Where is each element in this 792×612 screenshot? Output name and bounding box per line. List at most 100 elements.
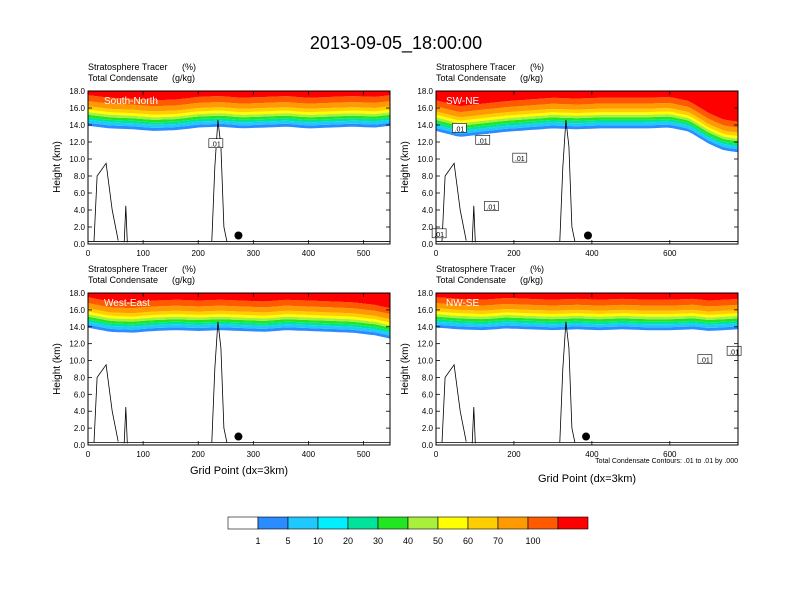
x-tick-label: 200: [507, 450, 521, 459]
y-tick-label: 2.0: [422, 223, 434, 232]
panel-left-title-2: Total Condensate: [88, 73, 158, 83]
plot-inner: [88, 91, 390, 244]
tracer-band: [436, 108, 738, 137]
condensate-contour: [559, 321, 576, 443]
condensate-contour: [123, 205, 128, 243]
contour-label-box: [697, 354, 713, 365]
condensate-contour: [123, 406, 128, 444]
y-tick-label: 10.0: [69, 155, 85, 164]
colorbar-box: [437, 516, 469, 530]
location-marker: [582, 432, 591, 441]
panel-name-label: South-North: [104, 96, 158, 107]
x-tick-label: 400: [302, 249, 316, 258]
condensate-contour: [441, 162, 467, 242]
tracer-band: [88, 101, 390, 112]
y-tick-label: 12.0: [69, 138, 85, 147]
y-tick-label: 6.0: [422, 390, 434, 399]
y-tick-label: 18.0: [69, 87, 85, 96]
condensate-contour: [93, 363, 119, 443]
colorbar: 1 5 10 20 30 40 50 60 70 100: [227, 516, 589, 546]
tracer-band: [436, 314, 738, 320]
panel-left-title-1: Stratosphere Tracer: [88, 62, 168, 72]
panel-right-title-2: (g/kg): [520, 73, 543, 83]
tracer-band: [88, 119, 390, 128]
tracer-band: [436, 311, 738, 318]
plot-area: 0.0 2.0 4.0 6.0 8.0 10.0 12.0 14.0 16.0 18.0 0 100 2…: [69, 289, 391, 459]
plot-area: .01 .01 0.0 2.0 4.0 6.0 8.0 10.0 12.0 14.0 16.0 18.…: [417, 289, 742, 459]
colorbar-box: [467, 516, 499, 530]
contour-label-box: [726, 345, 742, 356]
condensate-contour: [211, 321, 228, 443]
panel-right-title-1: (%): [182, 264, 196, 274]
y-tick-label: 10.0: [417, 155, 433, 164]
x-tick-label: 100: [136, 450, 150, 459]
plot-area: .01 0.0 2.0 4.0 6.0 8.0 10.0 12.0 14.0 16.0 18.0 0 1…: [69, 87, 391, 258]
tracer-band: [436, 308, 738, 315]
plot-inner: [436, 91, 738, 244]
x-tick-label: 200: [192, 249, 206, 258]
tracer-band: [88, 311, 390, 326]
x-tick-label: 0: [86, 450, 91, 459]
panel-left-title-1: Stratosphere Tracer: [436, 264, 516, 274]
colorbar-box: [377, 516, 409, 530]
colorbar-box: [317, 516, 349, 530]
tracer-band: [88, 293, 390, 309]
y-tick-label: 2.0: [74, 424, 86, 433]
panel-right-title-1: (%): [530, 264, 544, 274]
panel-right-title-2: (g/kg): [172, 275, 195, 285]
condensate-contour: [441, 363, 467, 443]
colorbar-box: [287, 516, 319, 530]
colorbar-label: 50: [433, 536, 443, 546]
tracer-band: [88, 114, 390, 123]
x-tick-label: 0: [434, 450, 439, 459]
x-tick-label: 500: [357, 249, 371, 258]
y-tick-label: 18.0: [417, 289, 433, 298]
y-axis-label: Height (km): [400, 141, 411, 193]
y-tick-label: 4.0: [422, 407, 434, 416]
contour-label-box: [208, 138, 224, 148]
y-tick-label: 12.0: [69, 340, 85, 349]
x-tick-label: 100: [136, 249, 150, 258]
footer-note: Total Condensate Contours: .01 to .01 by…: [595, 458, 738, 465]
colorbar-box: [347, 516, 379, 530]
plot-frame: [87, 292, 391, 446]
y-tick-label: 14.0: [69, 121, 85, 130]
panel-west-east: Stratosphere Tracer Total Condensate (%)…: [52, 264, 391, 477]
y-tick-label: 8.0: [422, 373, 434, 382]
y-tick-label: 16.0: [417, 104, 433, 113]
colorbar-label: 5: [285, 536, 290, 546]
location-marker: [583, 231, 592, 240]
x-axis-label: Grid Point (dx=3km): [538, 473, 636, 485]
contour-label: .01: [700, 358, 710, 365]
contour-label-box: [431, 228, 447, 239]
tracer-band: [88, 109, 390, 118]
y-tick-label: 14.0: [417, 121, 433, 130]
y-tick-label: 16.0: [417, 306, 433, 315]
plot-frame: [435, 292, 739, 446]
contour-label: .01: [729, 349, 739, 356]
x-tick-label: 200: [192, 450, 206, 459]
y-tick-label: 8.0: [74, 172, 86, 181]
plot-inner: [436, 293, 738, 445]
y-tick-label: 16.0: [69, 306, 85, 315]
x-tick-label: 400: [585, 450, 599, 459]
y-tick-label: 8.0: [422, 172, 434, 181]
colorbar-box: [257, 516, 289, 530]
y-tick-label: 10.0: [69, 357, 85, 366]
panel-name-label: West-East: [104, 298, 150, 309]
y-tick-label: 14.0: [417, 323, 433, 332]
x-tick-label: 300: [247, 249, 261, 258]
x-axis-label: Grid Point (dx=3km): [190, 465, 288, 477]
colorbar-boxes: [227, 516, 589, 530]
tracer-band: [88, 321, 390, 336]
y-tick-label: 12.0: [417, 340, 433, 349]
location-marker: [234, 432, 243, 441]
plot-area: .01.01.01.01.010.02.04.06.08.010.012.014…: [417, 87, 739, 258]
colorbar-label: 10: [313, 536, 323, 546]
panel-right-title-2: (g/kg): [172, 73, 195, 83]
y-tick-label: 0.0: [74, 441, 86, 450]
tracer-band: [88, 308, 390, 323]
tracer-band: [88, 319, 390, 333]
contour-label-box: [452, 123, 467, 133]
tracer-band: [88, 117, 390, 125]
